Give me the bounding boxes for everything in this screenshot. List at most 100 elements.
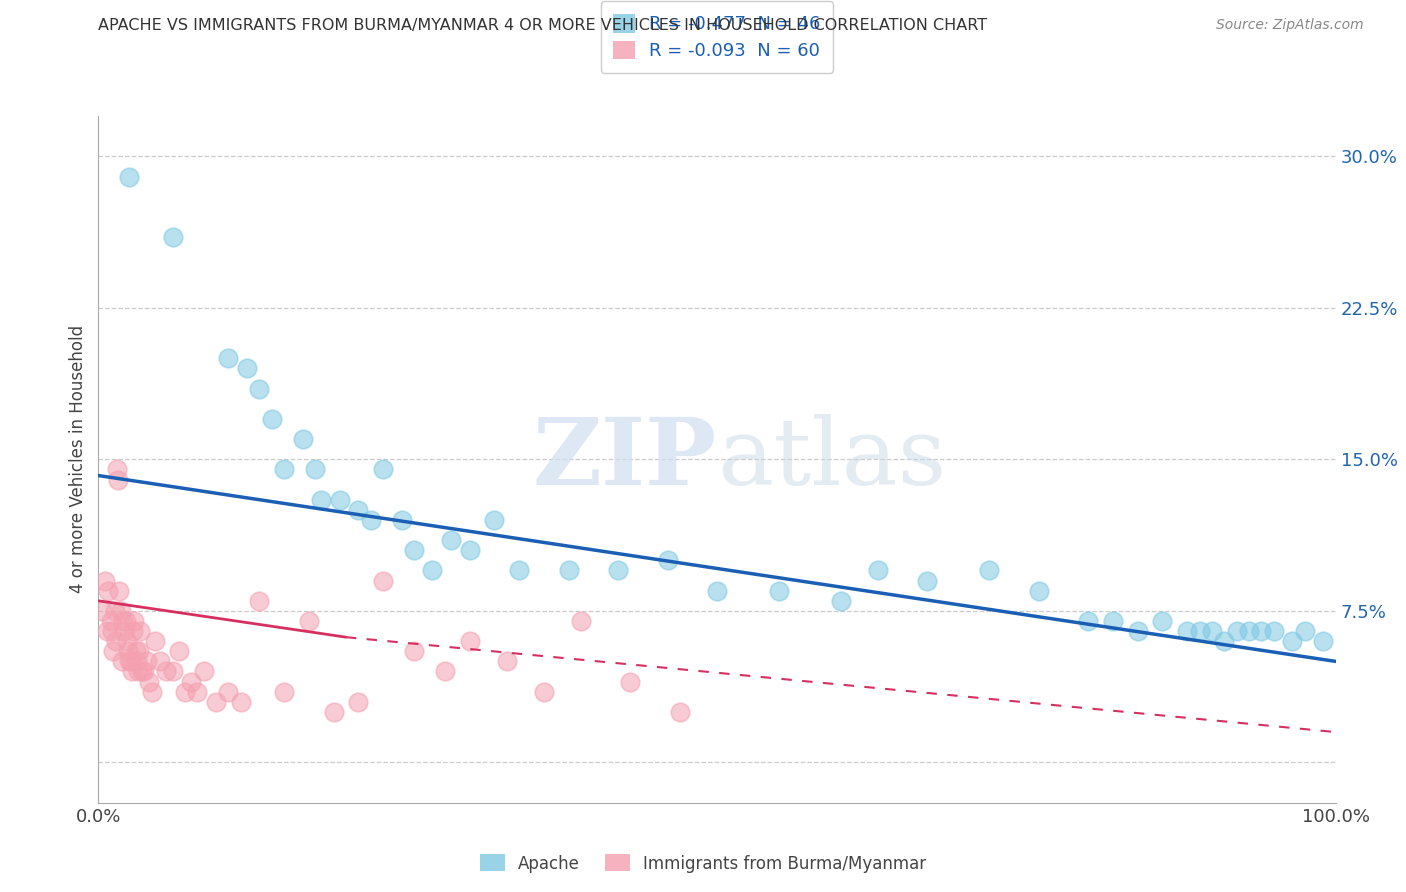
Point xyxy=(1263,624,1285,639)
Point xyxy=(105,462,128,476)
Point xyxy=(569,614,592,628)
Point xyxy=(112,624,135,639)
Point xyxy=(495,654,517,668)
Point xyxy=(247,382,270,396)
Point xyxy=(619,674,641,689)
Point xyxy=(135,654,157,668)
Point xyxy=(669,705,692,719)
Point xyxy=(131,665,153,679)
Point xyxy=(1250,624,1272,639)
Point xyxy=(1102,614,1125,628)
Point xyxy=(830,594,852,608)
Point xyxy=(273,462,295,476)
Point xyxy=(1077,614,1099,628)
Point xyxy=(104,634,127,648)
Point xyxy=(433,665,456,679)
Point xyxy=(118,654,141,668)
Point xyxy=(155,665,177,679)
Point xyxy=(298,614,321,628)
Point xyxy=(127,665,149,679)
Point xyxy=(1312,634,1334,648)
Point xyxy=(309,492,332,507)
Point xyxy=(402,543,425,558)
Point xyxy=(706,583,728,598)
Point xyxy=(1028,583,1050,598)
Point xyxy=(371,462,394,476)
Text: APACHE VS IMMIGRANTS FROM BURMA/MYANMAR 4 OR MORE VEHICLES IN HOUSEHOLD CORRELAT: APACHE VS IMMIGRANTS FROM BURMA/MYANMAR … xyxy=(98,18,987,33)
Point xyxy=(458,634,481,648)
Point xyxy=(121,665,143,679)
Legend: Apache, Immigrants from Burma/Myanmar: Apache, Immigrants from Burma/Myanmar xyxy=(472,847,934,880)
Point xyxy=(440,533,463,548)
Point xyxy=(371,574,394,588)
Point xyxy=(347,503,370,517)
Point xyxy=(422,564,444,578)
Text: ZIP: ZIP xyxy=(533,415,717,504)
Point xyxy=(247,594,270,608)
Point xyxy=(304,462,326,476)
Point xyxy=(329,492,352,507)
Point xyxy=(1175,624,1198,639)
Point xyxy=(458,543,481,558)
Point xyxy=(657,553,679,567)
Point xyxy=(167,644,190,658)
Point xyxy=(484,513,506,527)
Point xyxy=(124,644,146,658)
Point xyxy=(347,695,370,709)
Point xyxy=(917,574,939,588)
Point xyxy=(143,634,166,648)
Point xyxy=(607,564,630,578)
Point xyxy=(193,665,215,679)
Point xyxy=(107,473,129,487)
Point xyxy=(115,634,138,648)
Point xyxy=(205,695,228,709)
Text: Source: ZipAtlas.com: Source: ZipAtlas.com xyxy=(1216,18,1364,32)
Point xyxy=(149,654,172,668)
Point xyxy=(122,624,145,639)
Point xyxy=(93,574,115,588)
Point xyxy=(129,624,152,639)
Point xyxy=(134,665,156,679)
Point xyxy=(138,674,160,689)
Legend: R = -0.477  N = 46, R = -0.093  N = 60: R = -0.477 N = 46, R = -0.093 N = 60 xyxy=(600,2,834,72)
Point xyxy=(103,604,125,618)
Point xyxy=(533,684,555,698)
Point xyxy=(1188,624,1211,639)
Point xyxy=(1281,634,1303,648)
Point xyxy=(1201,624,1223,639)
Point xyxy=(186,684,208,698)
Point xyxy=(112,614,135,628)
Point xyxy=(402,644,425,658)
Point xyxy=(866,564,889,578)
Point xyxy=(124,614,146,628)
Point xyxy=(162,230,184,244)
Point xyxy=(174,684,197,698)
Point xyxy=(117,644,139,658)
Point xyxy=(97,583,120,598)
Point xyxy=(114,614,136,628)
Point xyxy=(229,695,252,709)
Point xyxy=(291,432,314,446)
Point xyxy=(508,564,530,578)
Point xyxy=(979,564,1001,578)
Point xyxy=(101,624,124,639)
Point xyxy=(128,644,150,658)
Point xyxy=(322,705,344,719)
Point xyxy=(260,412,283,426)
Point xyxy=(217,351,239,366)
Point xyxy=(273,684,295,698)
Point xyxy=(1294,624,1316,639)
Point xyxy=(236,361,259,376)
Text: atlas: atlas xyxy=(717,415,946,504)
Point xyxy=(391,513,413,527)
Point xyxy=(162,665,184,679)
Point xyxy=(100,614,122,628)
Point xyxy=(1237,624,1260,639)
Y-axis label: 4 or more Vehicles in Household: 4 or more Vehicles in Household xyxy=(69,326,87,593)
Point xyxy=(217,684,239,698)
Point xyxy=(111,654,134,668)
Point xyxy=(1152,614,1174,628)
Point xyxy=(108,583,131,598)
Point xyxy=(768,583,790,598)
Point xyxy=(125,654,148,668)
